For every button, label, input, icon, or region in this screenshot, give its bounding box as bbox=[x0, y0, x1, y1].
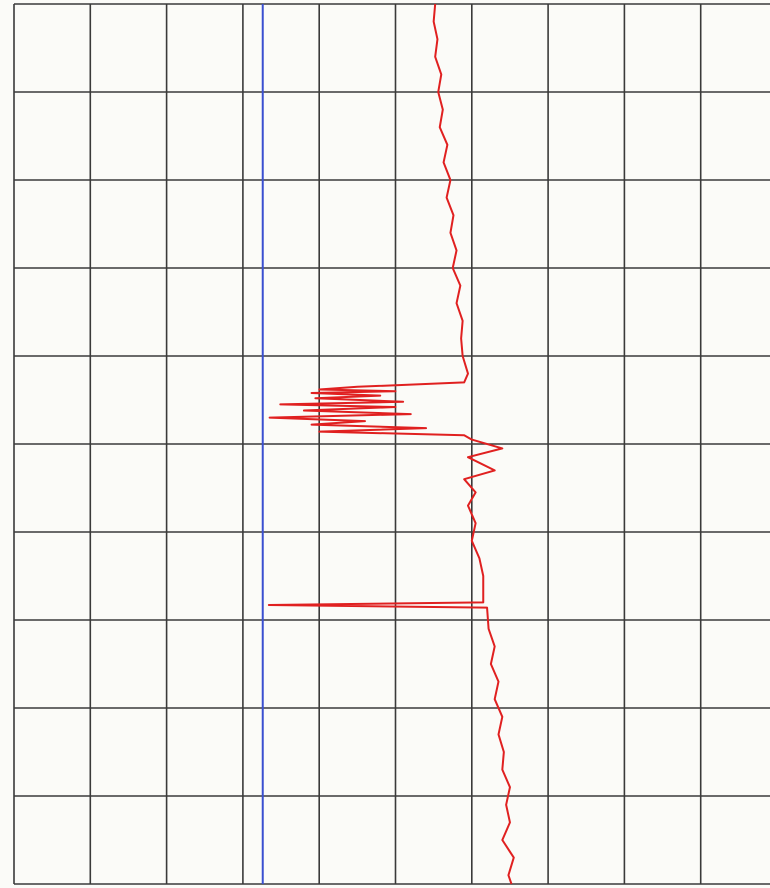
trace bbox=[267, 3, 515, 885]
